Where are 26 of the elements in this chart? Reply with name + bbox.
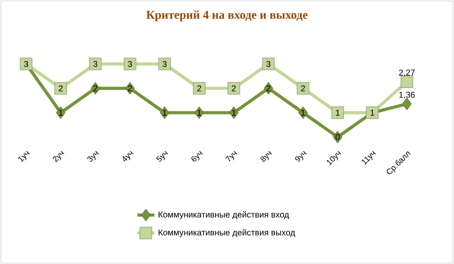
data-label: 2 — [58, 85, 63, 92]
data-label: 3 — [266, 60, 270, 67]
data-label: 2 — [128, 85, 132, 92]
data-label: 2 — [232, 85, 236, 92]
data-label: 2,27 — [399, 70, 415, 77]
data-label: 2 — [301, 85, 305, 92]
data-label: 3 — [128, 60, 132, 67]
data-label: 3 — [93, 60, 98, 67]
data-label: 1 — [232, 110, 236, 116]
legend-label: Коммуникативные действия выход — [158, 229, 296, 238]
data-label: 3 — [162, 60, 167, 67]
data-label: 1 — [162, 110, 167, 116]
data-label: 3 — [24, 60, 28, 67]
data-label: 1 — [301, 110, 305, 116]
data-label: 1 — [370, 110, 374, 116]
data-label: 1 — [197, 110, 202, 116]
data-label: 0 — [336, 134, 340, 140]
data-label: 1 — [59, 110, 63, 116]
data-label: 1 — [336, 110, 340, 116]
data-label: 2 — [197, 85, 202, 92]
data-label: 2 — [266, 85, 270, 92]
data-label: 2 — [93, 85, 98, 92]
chart-title: Критерий 4 на входе и выходе — [146, 10, 308, 22]
legend-label: Коммуникативные действия вход — [158, 211, 289, 220]
point — [400, 76, 414, 88]
data-label: 1,36 — [399, 92, 415, 99]
